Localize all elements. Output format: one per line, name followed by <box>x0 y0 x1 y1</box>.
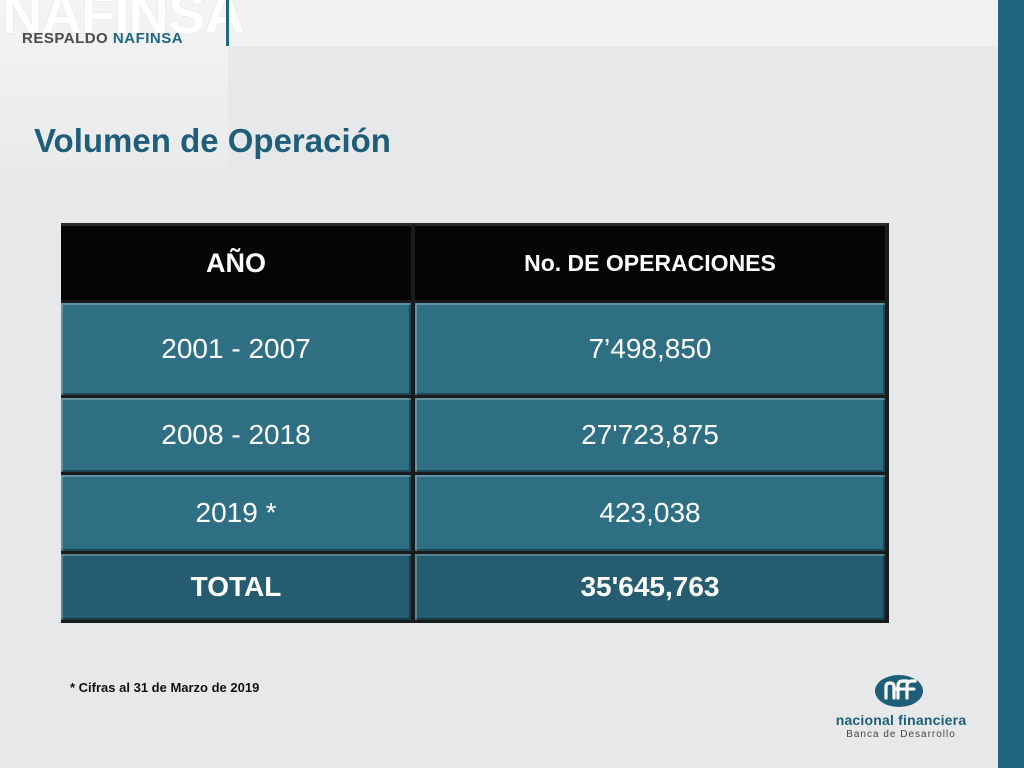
footnote: * Cifras al 31 de Marzo de 2019 <box>70 680 260 695</box>
header-year: AÑO <box>61 223 415 303</box>
operations-table: AÑO No. DE OPERACIONES 2001 - 2007 7’498… <box>61 223 889 623</box>
logo-name: nacional financiera <box>835 712 967 728</box>
table-total-row: TOTAL 35'645,763 <box>61 554 889 623</box>
nafin-logo: nacional financiera Banca de Desarrollo <box>826 672 976 746</box>
cell-year: 2001 - 2007 <box>61 303 415 398</box>
brand-tagline: RESPALDO NAFINSA <box>22 30 183 47</box>
table-row: 2019 * 423,038 <box>61 475 889 554</box>
brand-tagline-accent: NAFINSA <box>112 30 184 47</box>
cell-operations: 423,038 <box>415 475 889 554</box>
right-accent-bar <box>998 0 1024 768</box>
brand-watermark: NAFINSA <box>2 0 245 45</box>
total-label: TOTAL <box>61 554 415 623</box>
brand-tagline-prefix: RESPALDO <box>22 30 113 47</box>
cell-year: 2008 - 2018 <box>61 398 415 475</box>
logo-subtitle: Banca de Desarrollo <box>846 729 956 740</box>
page-title: Volumen de Operación <box>34 122 391 159</box>
total-value: 35'645,763 <box>415 554 889 623</box>
header-operations: No. DE OPERACIONES <box>415 223 889 303</box>
nafin-logo-icon <box>875 675 923 707</box>
table-row: 2001 - 2007 7’498,850 <box>61 303 889 398</box>
cell-operations: 27'723,875 <box>415 398 889 475</box>
cell-year: 2019 * <box>61 475 415 554</box>
header-panel <box>0 0 228 170</box>
table-header-row: AÑO No. DE OPERACIONES <box>61 223 889 303</box>
cell-operations: 7’498,850 <box>415 303 889 398</box>
brand-divider <box>226 0 229 46</box>
table-row: 2008 - 2018 27'723,875 <box>61 398 889 475</box>
